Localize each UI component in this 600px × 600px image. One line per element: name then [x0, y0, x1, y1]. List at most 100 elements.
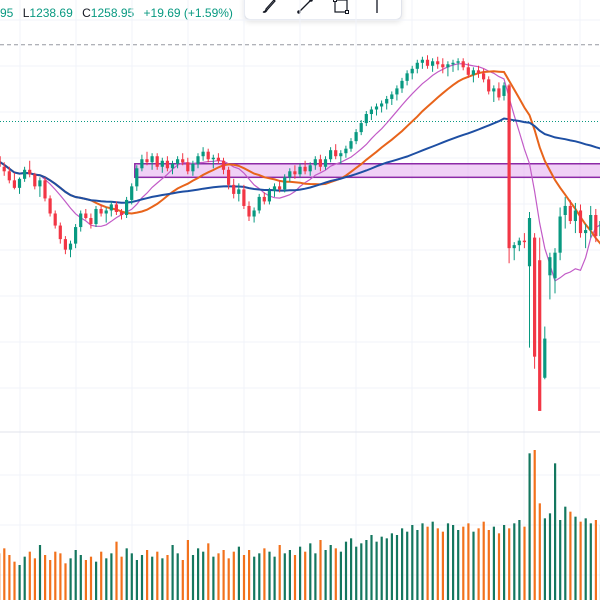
volume-bar	[44, 555, 47, 600]
brush-tool-button[interactable]	[255, 0, 283, 17]
volume-bar	[89, 556, 93, 600]
candle-body	[89, 218, 93, 225]
volume-bar	[263, 548, 266, 600]
text-tool-button[interactable]	[363, 0, 391, 17]
volume-bar	[380, 536, 383, 600]
volume-bar	[293, 555, 297, 600]
candle-body	[533, 237, 537, 357]
candle-body	[23, 169, 27, 179]
candle-body	[441, 64, 445, 68]
candle-body	[12, 180, 16, 188]
candle-body	[63, 239, 67, 250]
candle-body	[48, 198, 52, 214]
candle-body	[308, 165, 312, 172]
candle-body	[272, 186, 277, 191]
volume-bar	[538, 503, 541, 600]
volume-bar	[140, 555, 144, 600]
candle-body	[548, 257, 552, 276]
candle-body	[2, 166, 6, 172]
candle-body	[329, 150, 333, 160]
candle-body	[150, 156, 154, 163]
candle-body	[405, 73, 409, 81]
volume-bar	[503, 525, 506, 600]
volume-bar	[95, 561, 98, 600]
candle-body	[369, 109, 373, 115]
volume-bar	[487, 530, 490, 600]
volume-bar	[3, 548, 6, 600]
moving-average-20	[0, 70, 600, 245]
candle-body	[589, 215, 593, 231]
candle-body	[267, 190, 271, 202]
candle-body	[135, 168, 139, 187]
volume-bar	[299, 546, 302, 600]
candle-body	[476, 70, 481, 74]
volume-bar	[161, 558, 164, 600]
candle-body	[313, 159, 317, 166]
volume-bar	[186, 540, 189, 600]
candle-body	[257, 196, 261, 211]
volume-bar	[528, 453, 531, 600]
volume-bar	[69, 558, 72, 600]
candle-body	[216, 157, 220, 161]
candle-body	[451, 62, 455, 65]
volume-bar	[59, 553, 62, 600]
volume-bar	[120, 556, 123, 600]
volume-bar	[54, 551, 57, 600]
candle-body	[446, 64, 450, 68]
volume-bar	[594, 520, 597, 600]
candle-body	[563, 205, 567, 215]
candle-body	[385, 98, 389, 104]
candle-body	[237, 189, 241, 194]
candle-body	[43, 180, 47, 199]
volume-bar	[217, 553, 220, 600]
candle-body	[227, 169, 231, 185]
candle-body	[466, 67, 470, 75]
legend-close-value: 1258.95	[90, 6, 135, 20]
volume-bar	[360, 543, 363, 600]
volume-bar	[248, 550, 251, 600]
candle-body	[436, 61, 440, 65]
candle-body	[380, 103, 384, 107]
volume-bar	[329, 545, 332, 600]
candle-body	[323, 159, 328, 167]
rectangle-tool-button[interactable]	[327, 0, 355, 17]
volume-bar	[584, 518, 587, 600]
candle-body	[558, 216, 562, 253]
volume-bar	[125, 548, 128, 600]
candle-body	[487, 79, 491, 92]
volume-bar	[411, 525, 414, 600]
volume-bar	[273, 556, 276, 600]
candle-body	[507, 85, 511, 249]
volume-bar	[543, 518, 546, 600]
candle-body	[538, 260, 542, 411]
volume-bar	[452, 525, 455, 600]
candle-body	[431, 61, 435, 66]
volume-bar	[79, 555, 82, 600]
volume-bar	[324, 550, 327, 600]
candle-body	[170, 163, 175, 169]
volume-bar	[146, 550, 149, 600]
volume-bar	[222, 550, 225, 600]
moving-average-50	[0, 117, 600, 204]
volume-bar	[365, 540, 368, 600]
candle-body	[502, 85, 506, 96]
candle-body	[344, 148, 348, 154]
volume-bar	[406, 531, 409, 600]
candle-body	[283, 177, 287, 190]
volume-bar	[23, 556, 26, 600]
volume-bar	[574, 516, 577, 600]
candle-body	[512, 245, 516, 249]
candle-body	[354, 132, 358, 142]
volume-bar	[319, 540, 322, 600]
volume-bar	[166, 555, 169, 600]
candle-body	[160, 160, 164, 167]
volume-bar	[135, 560, 138, 600]
candle-body	[497, 88, 501, 98]
candle-body	[395, 88, 399, 95]
volume-bar	[350, 538, 353, 600]
volume-bar	[105, 558, 108, 600]
candle-body	[181, 159, 185, 163]
volume-bar	[110, 553, 113, 600]
volume-bar	[559, 520, 562, 600]
